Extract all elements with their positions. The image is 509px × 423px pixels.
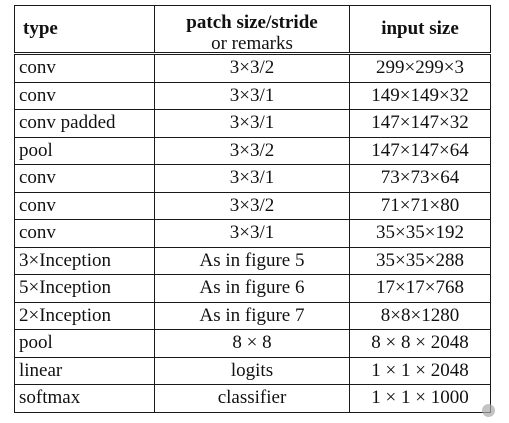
architecture-table: type patch size/stride or remarks input … [14, 5, 491, 413]
cell-type: 2×Inception [14, 301, 155, 330]
architecture-table-container: type patch size/stride or remarks input … [14, 5, 491, 413]
table-body: conv 3×3/2 299×299×3 conv 3×3/1 149×149×… [14, 52, 491, 413]
header-input: input size [349, 5, 491, 54]
table-row: conv 3×3/1 73×73×64 [14, 164, 491, 193]
table-row: 5×Inception As in figure 6 17×17×768 [14, 274, 491, 303]
cell-patch: 3×3/2 [154, 191, 350, 220]
cell-patch: 3×3/1 [154, 81, 350, 110]
cell-input: 147×147×32 [349, 109, 491, 138]
table-row: pool 8 × 8 8 × 8 × 2048 [14, 329, 491, 358]
cell-type: 5×Inception [14, 274, 155, 303]
table-row: conv 3×3/2 71×71×80 [14, 191, 491, 220]
cell-input: 35×35×192 [349, 219, 491, 248]
cell-type: pool [14, 136, 155, 165]
cell-patch: 3×3/1 [154, 219, 350, 248]
cell-type: conv [14, 191, 155, 220]
cell-input: 149×149×32 [349, 81, 491, 110]
cell-input: 1 × 1 × 2048 [349, 356, 491, 385]
cell-patch: logits [154, 356, 350, 385]
cell-type: conv padded [14, 109, 155, 138]
cell-input: 8×8×1280 [349, 301, 491, 330]
header-patch-line1: patch size/stride [186, 11, 318, 33]
table-row: conv 3×3/1 149×149×32 [14, 81, 491, 110]
table-row: 2×Inception As in figure 7 8×8×1280 [14, 301, 491, 330]
cell-patch: classifier [154, 384, 350, 413]
cell-input: 17×17×768 [349, 274, 491, 303]
cell-input: 71×71×80 [349, 191, 491, 220]
cell-input: 8 × 8 × 2048 [349, 329, 491, 358]
table-row: linear logits 1 × 1 × 2048 [14, 356, 491, 385]
cell-patch: As in figure 7 [154, 301, 350, 330]
table-row: 3×Inception As in figure 5 35×35×288 [14, 246, 491, 275]
table-row: conv 3×3/1 35×35×192 [14, 219, 491, 248]
cell-type: softmax [14, 384, 155, 413]
cell-patch: 3×3/2 [154, 52, 350, 83]
cell-patch: 8 × 8 [154, 329, 350, 358]
cell-type: conv [14, 81, 155, 110]
cell-type: 3×Inception [14, 246, 155, 275]
cell-patch: As in figure 6 [154, 274, 350, 303]
cell-input: 1 × 1 × 1000 [349, 384, 491, 413]
cell-type: conv [14, 52, 155, 83]
header-patch: patch size/stride or remarks [154, 5, 350, 54]
table-header: type patch size/stride or remarks input … [14, 5, 491, 54]
cell-patch: 3×3/1 [154, 109, 350, 138]
table-row: pool 3×3/2 147×147×64 [14, 136, 491, 165]
cell-patch: 3×3/2 [154, 136, 350, 165]
cell-input: 299×299×3 [349, 52, 491, 83]
cell-type: conv [14, 164, 155, 193]
table-row: conv 3×3/2 299×299×3 [14, 52, 491, 83]
table-row: conv padded 3×3/1 147×147×32 [14, 109, 491, 138]
cell-input: 147×147×64 [349, 136, 491, 165]
cell-type: conv [14, 219, 155, 248]
wechat-icon [482, 404, 495, 417]
cell-type: pool [14, 329, 155, 358]
cell-patch: As in figure 5 [154, 246, 350, 275]
table-row: softmax classifier 1 × 1 × 1000 [14, 384, 491, 413]
cell-type: linear [14, 356, 155, 385]
header-type: type [14, 5, 155, 54]
cell-patch: 3×3/1 [154, 164, 350, 193]
cell-input: 35×35×288 [349, 246, 491, 275]
watermark [482, 404, 495, 417]
header-row: type patch size/stride or remarks input … [14, 5, 491, 54]
cell-input: 73×73×64 [349, 164, 491, 193]
header-patch-line2: or remarks [211, 32, 293, 54]
